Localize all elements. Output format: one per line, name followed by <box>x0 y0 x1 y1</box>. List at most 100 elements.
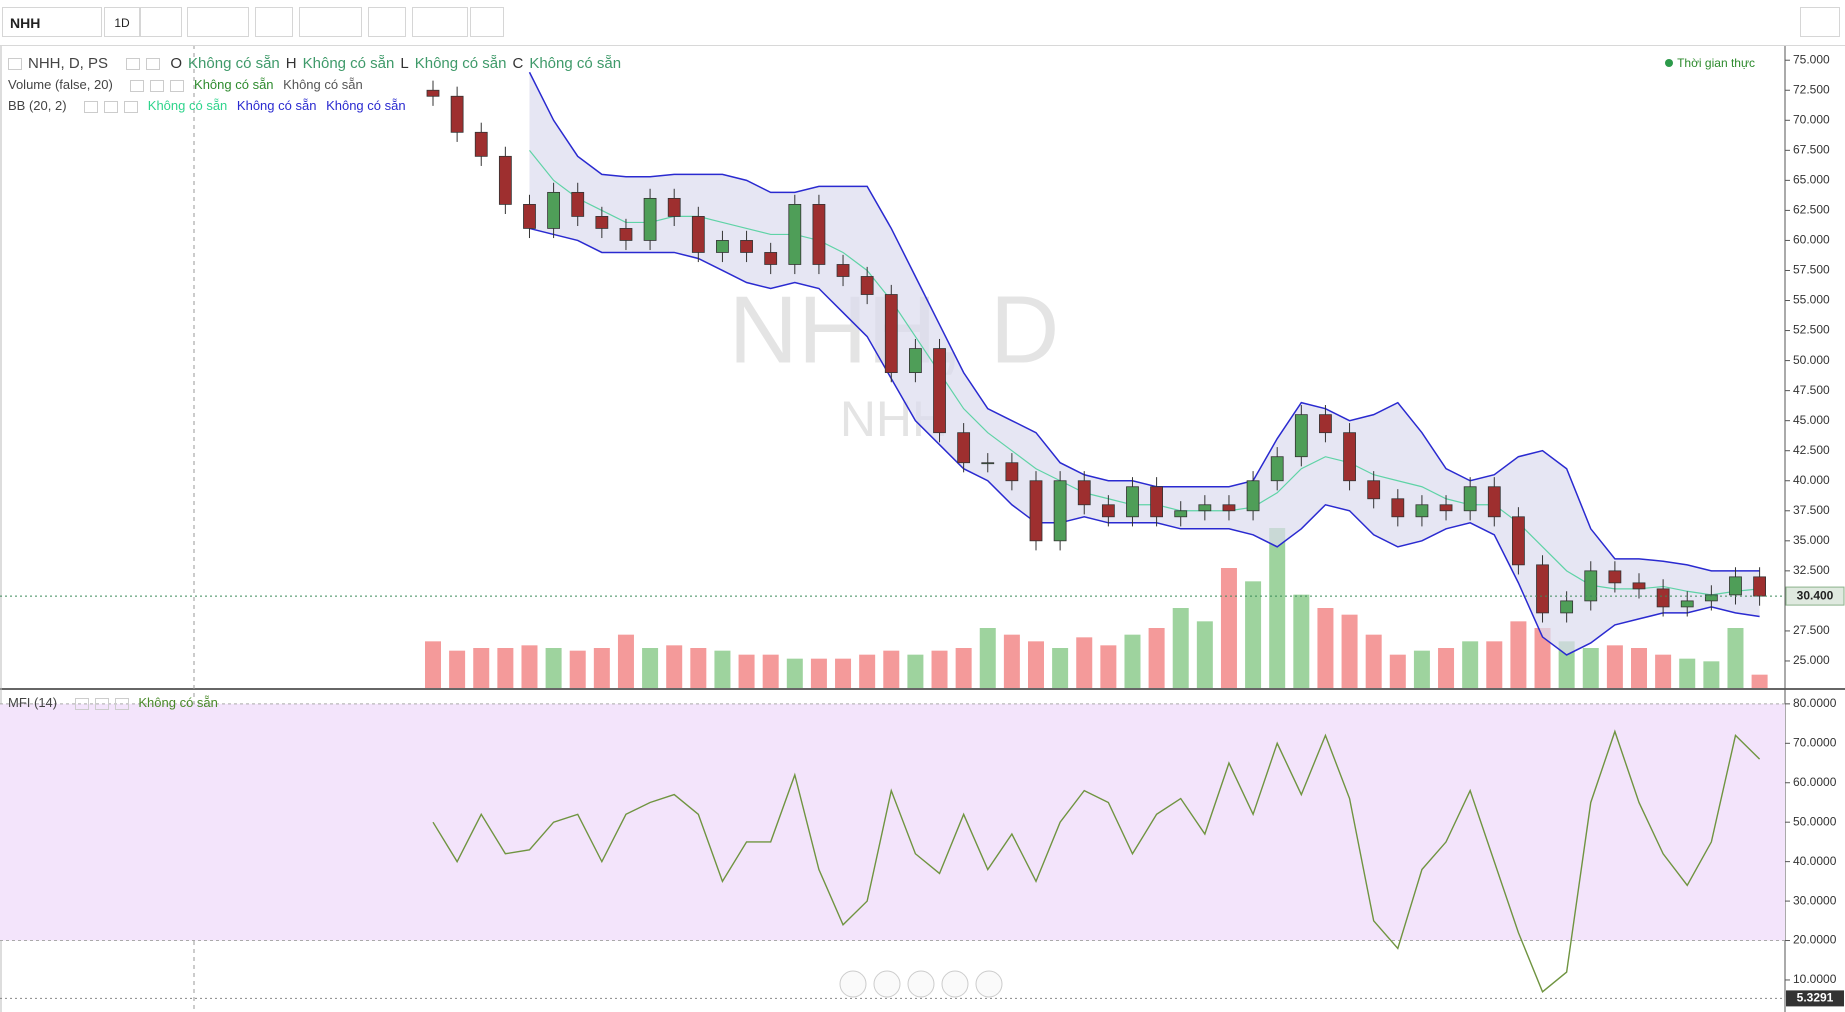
last-price-label: 30.400 <box>1797 588 1834 602</box>
candle-body <box>933 348 946 434</box>
candle-body <box>1077 480 1091 506</box>
y-tick-label: 50.0000 <box>1793 814 1837 828</box>
candle-body <box>1367 480 1381 500</box>
mfi-band-fill <box>0 703 1785 941</box>
y-tick-label: 40.0000 <box>1793 854 1837 868</box>
volume-bar <box>569 650 586 688</box>
y-tick-label: 37.500 <box>1793 503 1830 517</box>
volume-bar <box>425 641 441 688</box>
bb-line <box>529 227 1760 656</box>
candle-body <box>1560 600 1574 614</box>
zoom-control[interactable] <box>873 970 901 998</box>
volume-bar <box>593 648 610 688</box>
zoom-control[interactable] <box>941 970 969 998</box>
volume-bar <box>931 650 948 688</box>
y-tick-label: 75.000 <box>1793 52 1830 66</box>
candle-body <box>909 348 922 374</box>
candle-body <box>1029 480 1043 542</box>
candle-body <box>426 89 440 97</box>
y-tick-label: 40.000 <box>1793 473 1830 487</box>
volume-bar <box>979 628 996 688</box>
volume-bar <box>1751 674 1768 688</box>
volume-bar <box>1317 608 1334 688</box>
candle-body <box>1463 486 1477 512</box>
candle-body <box>1632 582 1646 590</box>
legend-main: NHH, D, PS O Không có sẵn H Không có sẵn L Kh… <box>8 55 633 72</box>
y-tick-label: 32.500 <box>1793 563 1830 577</box>
volume-bar <box>521 645 538 688</box>
volume-bar <box>1172 608 1189 688</box>
volume-bar <box>786 658 803 688</box>
symbol-input[interactable]: NHH <box>2 7 102 37</box>
legend-mfi: MFI (14) Không có sẵn <box>8 695 224 710</box>
volume-bar <box>666 645 683 688</box>
volume-bar <box>1052 648 1069 688</box>
volume-bar <box>810 658 827 688</box>
candle-body <box>812 203 826 265</box>
candle-body <box>1294 414 1308 458</box>
candle-body <box>643 197 657 241</box>
mfi-last-box <box>1786 990 1844 1007</box>
snapshot-button[interactable] <box>1800 7 1840 37</box>
volume-bar <box>1655 654 1672 688</box>
bb-line <box>529 149 1760 596</box>
y-tick-label: 62.500 <box>1793 203 1830 217</box>
candle-body <box>450 95 464 133</box>
candle-body <box>1246 480 1260 512</box>
candle-body <box>1126 486 1139 518</box>
y-tick-label: 42.500 <box>1793 443 1830 457</box>
indicators-button[interactable] <box>299 7 362 37</box>
interval-button[interactable]: 1D <box>104 7 140 37</box>
volume-bar <box>1028 641 1044 688</box>
candle-body <box>571 191 585 217</box>
legend-key: C <box>512 55 524 72</box>
candle-body <box>691 216 705 253</box>
settings-button[interactable] <box>255 7 293 37</box>
candle-body <box>1198 504 1212 512</box>
legend-value: Không có sẵn <box>194 77 274 92</box>
candle-body <box>1729 576 1742 596</box>
menu-button[interactable] <box>140 7 182 37</box>
status-text: Thời gian thực <box>1677 56 1755 70</box>
candle-body <box>523 203 536 229</box>
volume-bar <box>738 654 755 688</box>
candle-body <box>1101 504 1115 518</box>
volume-bar <box>1269 528 1286 688</box>
legend-volume: Volume (false, 20) Không có sẵn Không có… <box>8 77 369 92</box>
candle-body <box>981 462 995 465</box>
undo-redo-button[interactable] <box>412 7 468 37</box>
candle-body <box>1270 456 1284 482</box>
legend-name: BB (20, 2) <box>8 98 67 113</box>
fullscreen-button[interactable] <box>470 7 504 37</box>
candle-body <box>1753 576 1766 597</box>
y-tick-label: 10.0000 <box>1793 972 1837 986</box>
volume-bar <box>545 648 562 688</box>
candle-body <box>547 191 560 229</box>
y-tick-label: 50.000 <box>1793 353 1830 367</box>
realtime-status: Thời gian thực <box>1665 56 1761 70</box>
volume-bar <box>859 654 876 688</box>
zoom-control[interactable] <box>975 970 1003 998</box>
y-tick-label: 35.000 <box>1793 533 1830 547</box>
candle-body <box>1656 588 1670 608</box>
candle-body <box>1053 480 1067 542</box>
volume-bar <box>883 650 900 688</box>
zoom-control[interactable] <box>907 970 935 998</box>
candle-body <box>740 240 753 253</box>
y-tick-label: 47.500 <box>1793 383 1830 397</box>
volume-bar <box>1245 581 1262 688</box>
compare-button[interactable] <box>368 7 406 37</box>
volume-bar <box>1413 650 1430 688</box>
chart-type-button[interactable] <box>187 7 249 37</box>
candle-body <box>1222 504 1236 512</box>
volume-bar <box>762 654 779 688</box>
legend-name: NHH, D, PS <box>28 55 109 72</box>
volume-bar <box>1389 654 1406 688</box>
legend-value: Không có sẵn <box>188 55 280 72</box>
volume-bar <box>1679 658 1696 688</box>
mfi-last-label: 5.3291 <box>1797 991 1834 1005</box>
legend-key: O <box>170 55 183 72</box>
zoom-control[interactable] <box>839 970 867 998</box>
y-tick-label: 30.0000 <box>1793 893 1837 907</box>
